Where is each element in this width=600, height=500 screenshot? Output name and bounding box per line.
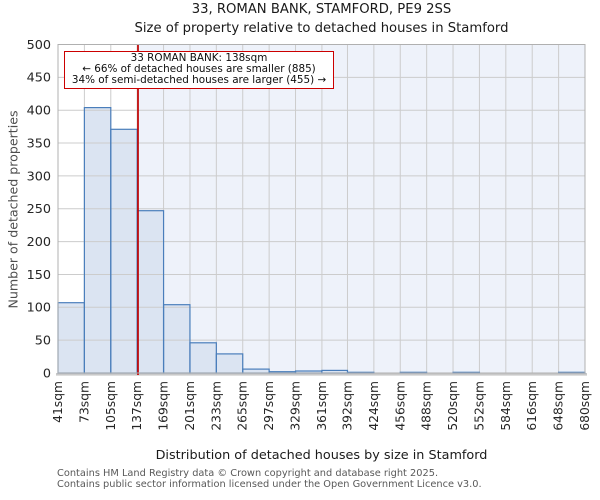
y-tick-label: 150: [27, 268, 51, 283]
annotation-smaller-stat: ← 66% of detached houses are smaller (88…: [82, 62, 316, 75]
chart-title-line2: Size of property relative to detached ho…: [134, 21, 509, 36]
footer-copyright-line2: Contains public sector information licen…: [57, 479, 482, 490]
x-tick-label: 424sqm: [367, 381, 381, 431]
y-tick-label: 0: [43, 366, 51, 381]
x-tick-label: 41sqm: [51, 381, 65, 423]
histogram-bar-fill: [163, 304, 190, 373]
histogram-bar-fill: [242, 369, 270, 373]
x-tick-label: 584sqm: [499, 381, 513, 431]
histogram-bar-fill: [269, 371, 296, 373]
annotation-property-label: 33 ROMAN BANK: 138sqm: [130, 52, 268, 64]
x-tick-label: 201sqm: [183, 381, 197, 431]
y-tick-labels: 0 50 100 150 200 250 300 350 400 450 500: [27, 38, 51, 381]
x-tick-label: 361sqm: [315, 381, 329, 431]
x-tick-label: 520sqm: [446, 381, 460, 431]
y-tick-label: 250: [27, 202, 51, 217]
x-tick-label: 552sqm: [472, 381, 486, 431]
histogram-bar-fill: [295, 371, 322, 373]
histogram-bar-fill: [137, 210, 164, 373]
histogram-bar-fill: [321, 370, 348, 373]
histogram-bar-fill: [110, 129, 138, 373]
x-axis-title: Distribution of detached houses by size …: [155, 448, 488, 463]
histogram-bar-fill: [58, 302, 85, 373]
x-tick-label: 169sqm: [157, 381, 171, 431]
footer-copyright-line1: Contains HM Land Registry data © Crown c…: [57, 468, 439, 479]
x-axis-spine: [56, 373, 587, 376]
x-tick-label: 488sqm: [420, 381, 434, 431]
x-tick-labels: 41sqm 73sqm 105sqm 137sqm 169sqm 201sqm 233sqm…: [51, 381, 592, 431]
y-tick-label: 100: [27, 301, 51, 316]
plot-border: [57, 44, 586, 374]
x-tick-label: 392sqm: [341, 381, 355, 431]
histogram-bar-fill: [216, 353, 243, 373]
property-annotation-box: 33 ROMAN BANK: 138sqm ← 66% of detached …: [64, 51, 334, 89]
y-tick-label: 450: [27, 71, 51, 86]
histogram-bar-fill: [189, 342, 217, 373]
x-tick-label: 137sqm: [130, 381, 144, 431]
y-tick-label: 200: [27, 235, 51, 250]
x-tick-label: 648sqm: [552, 381, 566, 431]
x-tick-label: 616sqm: [525, 381, 539, 431]
x-tick-label: 456sqm: [393, 381, 407, 431]
y-tick-label: 300: [27, 169, 51, 184]
y-tick-label: 50: [35, 334, 51, 349]
y-tick-label: 400: [27, 104, 51, 119]
annotation-larger-stat: 34% of semi-detached houses are larger (…: [71, 73, 327, 86]
chart-title-line1: 33, ROMAN BANK, STAMFORD, PE9 2SS: [191, 2, 452, 17]
x-tick-label: 680sqm: [578, 381, 592, 431]
x-tick-label: 233sqm: [209, 381, 223, 431]
x-tick-label: 105sqm: [104, 381, 118, 431]
histogram-bars: [58, 107, 585, 373]
x-tick-label: 73sqm: [77, 381, 91, 423]
y-axis-title: Number of detached properties: [5, 110, 21, 309]
x-tick-label: 265sqm: [236, 381, 250, 431]
y-tick-label: 500: [27, 38, 51, 53]
y-tick-label: 350: [27, 137, 51, 152]
x-tick-label: 329sqm: [289, 381, 303, 431]
histogram-bar-fill: [84, 107, 111, 373]
x-tick-label: 297sqm: [262, 381, 276, 431]
